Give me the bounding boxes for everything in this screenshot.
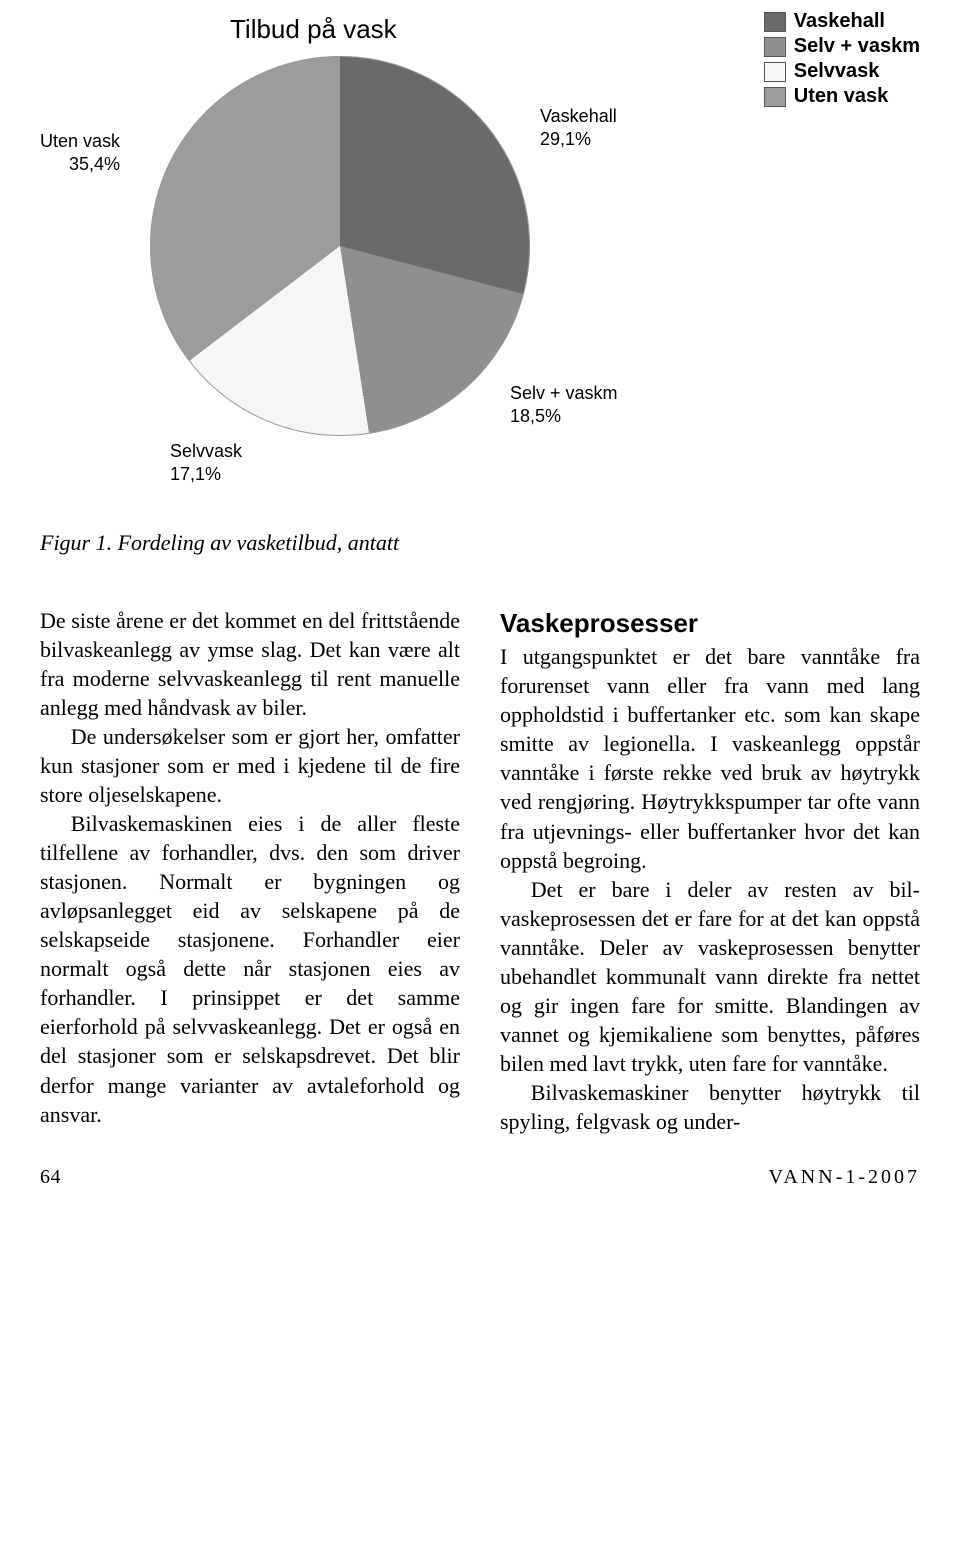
- body-paragraph: Bilvaskemaskinen eies i de aller fleste …: [40, 809, 460, 1128]
- chart-title: Tilbud på vask: [230, 14, 397, 45]
- slice-label-selvvask: Selvvask 17,1%: [170, 440, 242, 485]
- legend-item: Uten vask: [764, 85, 920, 108]
- chart-legend: Vaskehall Selv + vaskm Selvvask Uten vas…: [764, 10, 920, 110]
- body-paragraph: Det er bare i deler av resten av bil­vas…: [500, 875, 920, 1078]
- source-label: VANN-1-2007: [768, 1166, 920, 1189]
- page-footer: 64 VANN-1-2007: [40, 1166, 920, 1189]
- pie-chart: [150, 56, 530, 436]
- legend-item: Vaskehall: [764, 10, 920, 33]
- body-columns: De siste årene er det kommet en del frit…: [40, 606, 920, 1136]
- legend-swatch: [764, 62, 786, 82]
- pie-chart-area: Tilbud på vask Vaskehall 29,1% Selv + va…: [40, 10, 920, 500]
- body-paragraph: De siste årene er det kommet en del frit…: [40, 606, 460, 722]
- legend-swatch: [764, 37, 786, 57]
- body-paragraph: Bilvaskemaskiner benytter høy­trykk til …: [500, 1078, 920, 1136]
- figure-caption: Figur 1. Fordeling av vasketilbud, antat…: [40, 530, 920, 556]
- page-number: 64: [40, 1166, 61, 1189]
- legend-item: Selvvask: [764, 60, 920, 83]
- slice-label-uten-vask: Uten vask 35,4%: [40, 130, 120, 175]
- legend-swatch: [764, 87, 786, 107]
- legend-item: Selv + vaskm: [764, 35, 920, 58]
- body-paragraph: De undersøkelser som er gjort her, omfat…: [40, 722, 460, 809]
- legend-swatch: [764, 12, 786, 32]
- slice-label-selv-vaskm: Selv + vaskm 18,5%: [510, 382, 618, 427]
- section-heading: Vaskeprosesser: [500, 606, 920, 640]
- body-paragraph: I utgangspunktet er det bare vanntåke fr…: [500, 642, 920, 874]
- slice-label-vaskehall: Vaskehall 29,1%: [540, 105, 617, 150]
